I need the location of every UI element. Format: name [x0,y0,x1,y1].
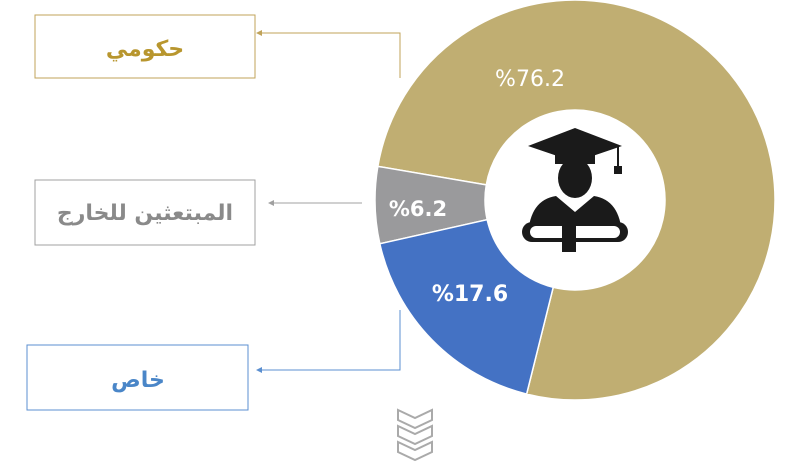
connector [260,32,401,78]
label-box [34,14,256,79]
graduate-icon [522,128,628,252]
arrow [268,200,274,206]
book-icon [397,408,433,462]
donut-slice [378,218,555,395]
label-box [26,344,249,411]
value-label: %76.2 [495,67,565,92]
category-label: المبتعثين للخارج [57,201,233,226]
category-label: حكومي [106,37,184,62]
arrow [256,367,262,373]
value-label: %17.6 [432,282,508,307]
category-label: خاص [111,368,165,393]
callouts [26,14,401,411]
value-label: %6.2 [389,197,447,221]
arrow [256,30,262,36]
donut-slice [376,0,776,401]
connector [260,310,401,371]
label-box [34,179,256,246]
